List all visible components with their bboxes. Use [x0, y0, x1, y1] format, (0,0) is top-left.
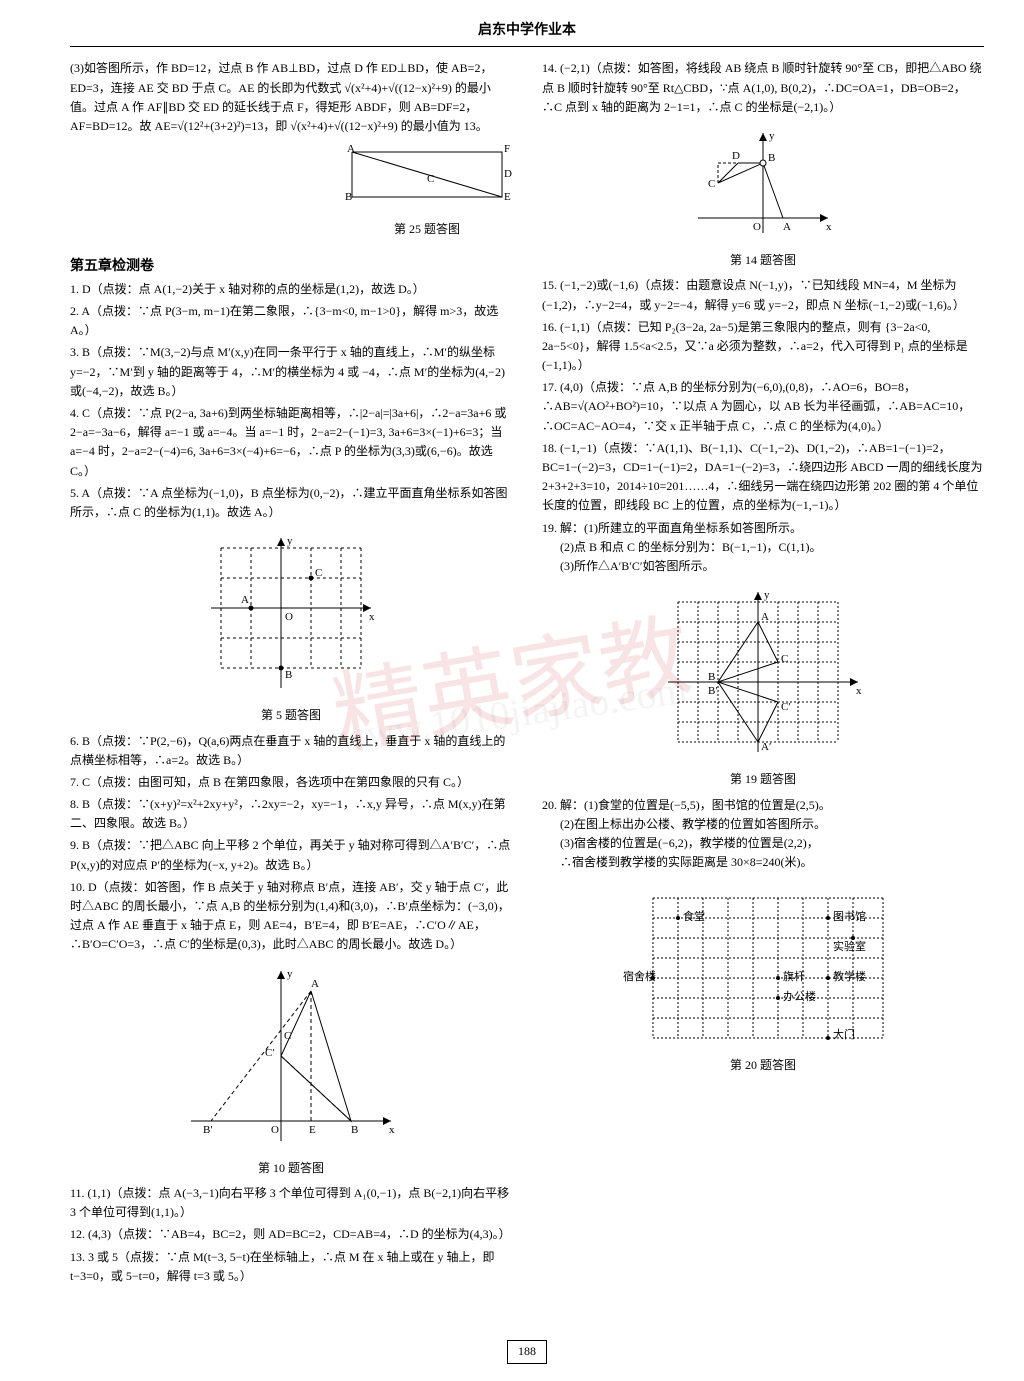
svg-text:y: y [764, 589, 770, 601]
svg-text:实验室: 实验室 [833, 939, 866, 953]
svg-text:E: E [504, 191, 511, 203]
q25-continuation: (3)如答图所示，作 BD=12，过点 B 作 AB⊥BD，过点 D 作 ED⊥… [70, 59, 512, 247]
svg-text:y: y [287, 968, 293, 980]
page-title: 启东中学作业本 [70, 20, 984, 47]
q16: 16. (−1,1)（点拨：已知 P₂(3−2a, 2a−5)是第三象限内的整点… [542, 318, 984, 376]
svg-text:F: F [504, 143, 510, 155]
fig10: x y O A B B′ E C′ C [70, 961, 512, 1157]
q8: 8. B（点拨：∵(x+y)²=x²+2xy+y²，∴2xy=−2，xy=−1，… [70, 795, 512, 833]
svg-text:x: x [389, 1124, 395, 1136]
svg-text:x: x [856, 685, 862, 697]
fig20: 食堂 图书馆 实验室 旗杆 教学楼 办公楼 宿舍楼 大门 [542, 878, 984, 1054]
fig14-caption: 第 14 题答图 [542, 251, 984, 270]
q13: 13. 3 或 5（点拨：∵点 M(t−3, 5−t)在坐标轴上，∴点 M 在 … [70, 1248, 512, 1286]
q6: 6. B（点拨：∵P(2,−6)，Q(a,6)两点在垂直于 x 轴的直线上，垂直… [70, 732, 512, 770]
fig10-caption: 第 10 题答图 [70, 1159, 512, 1178]
fig19-caption: 第 19 题答图 [542, 770, 984, 789]
svg-text:B: B [708, 671, 715, 683]
q18: 18. (−1,−1)（点拨：∵A(1,1)、B(−1,1)、C(−1,−2)、… [542, 439, 984, 516]
svg-text:O: O [753, 221, 761, 233]
q17: 17. (4,0)（点拨：∵点 A,B 的坐标分别为(−6,0),(0,8)，∴… [542, 378, 984, 436]
q20-3: (3)宿舍楼的位置是(−6,2)，教学楼的位置是(2,2)， [542, 834, 984, 853]
svg-text:A: A [783, 221, 791, 233]
q20-4: ∴宿舍楼到教学楼的实际距离是 30×8=240(米)。 [542, 853, 984, 872]
svg-text:E: E [309, 1124, 316, 1136]
svg-text:x: x [369, 611, 375, 623]
q15: 15. (−1,−2)或(−1,6)（点拨：由题意设点 N(−1,y)，∵已知线… [542, 276, 984, 314]
svg-text:y: y [769, 130, 775, 142]
fig20-caption: 第 20 题答图 [542, 1056, 984, 1075]
q2: 2. A（点拨：∵点 P(3−m, m−1)在第二象限，∴{3−m<0, m−1… [70, 302, 512, 340]
svg-text:B′: B′ [708, 685, 718, 697]
q9: 9. B（点拨：∵把△ABC 向上平移 2 个单位，再关于 y 轴对称可得到△A… [70, 836, 512, 874]
q20: 20. 解：(1)食堂的位置是(−5,5)，图书馆的位置是(2,5)。 (2)在… [542, 796, 984, 873]
fig5-caption: 第 5 题答图 [70, 706, 512, 725]
fig25: A F D E B C 第 25 题答图 [342, 142, 512, 245]
svg-text:B: B [345, 191, 352, 203]
svg-text:A: A [241, 594, 249, 606]
q20-1: 20. 解：(1)食堂的位置是(−5,5)，图书馆的位置是(2,5)。 [542, 796, 984, 815]
q3: 3. B（点拨：∵M(3,−2)与点 M′(x,y)在同一条平行于 x 轴的直线… [70, 343, 512, 401]
svg-text:食堂: 食堂 [683, 909, 705, 923]
svg-text:y: y [287, 535, 293, 547]
chapter5-title: 第五章检测卷 [70, 254, 512, 276]
svg-text:B′: B′ [203, 1124, 213, 1136]
svg-text:A: A [311, 978, 319, 990]
q19-3: (3)所作△A′B′C′如答图所示。 [542, 557, 984, 576]
svg-text:C′: C′ [781, 701, 791, 713]
svg-text:B: B [351, 1124, 358, 1136]
q5: 5. A（点拨：∵A 点坐标为(−1,0)，B 点坐标为(0,−2)，∴建立平面… [70, 484, 512, 522]
svg-text:O: O [285, 611, 293, 623]
svg-text:大门: 大门 [833, 1027, 855, 1041]
q14: 14. (−2,1)（点拨：如答图，将线段 AB 绕点 B 顺时针旋转 90°至… [542, 59, 984, 117]
svg-text:C: C [781, 653, 788, 665]
q1: 1. D（点拨：点 A(1,−2)关于 x 轴对称的点的坐标是(1,2)，故选 … [70, 280, 512, 299]
q7: 7. C（点拨：由图可知，点 B 在第四象限，各选项中在第四象限的只有 C。） [70, 773, 512, 792]
page-number: 188 [70, 1340, 984, 1363]
svg-text:D: D [732, 150, 740, 162]
svg-text:C: C [708, 178, 715, 190]
svg-text:宿舍楼: 宿舍楼 [623, 969, 656, 983]
q12: 12. (4,3)（点拨：∵AB=4，BC=2，则 AD=BC=2，CD=AB=… [70, 1225, 512, 1244]
q20-2: (2)在图上标出办公楼、教学楼的位置如答图所示。 [542, 815, 984, 834]
q11: 11. (1,1)（点拨：点 A(−3,−1)向右平移 3 个单位可得到 A₁(… [70, 1184, 512, 1222]
fig19: x y A B C A′ B′ C′ [542, 582, 984, 768]
svg-text:B: B [768, 152, 775, 164]
svg-text:C: C [315, 567, 322, 579]
svg-text:D: D [504, 168, 512, 180]
page-number-value: 188 [507, 1340, 547, 1363]
fig5: A B C O x y [70, 528, 512, 704]
svg-text:旗杆: 旗杆 [783, 969, 805, 983]
fig25-caption: 第 25 题答图 [342, 220, 512, 239]
svg-text:A: A [347, 143, 355, 155]
svg-text:A: A [761, 611, 769, 623]
svg-text:C: C [284, 1030, 291, 1042]
svg-text:C: C [427, 173, 434, 185]
svg-text:C′: C′ [265, 1047, 275, 1059]
svg-text:B: B [285, 669, 292, 681]
q19-2: (2)点 B 和点 C 的坐标分别为：B(−1,−1)，C(1,1)。 [542, 538, 984, 557]
q19: 19. 解：(1)所建立的平面直角坐标系如答图所示。 (2)点 B 和点 C 的… [542, 519, 984, 577]
q10: 10. D（点拨：如答图，作 B 点关于 y 轴对称点 B′点，连接 AB′，交… [70, 878, 512, 955]
svg-text:办公楼: 办公楼 [783, 989, 816, 1003]
svg-text:x: x [826, 221, 832, 233]
q4: 4. C（点拨：∵点 P(2−a, 3a+6)到两坐标轴距离相等，∴|2−a|=… [70, 404, 512, 481]
svg-text:图书馆: 图书馆 [833, 909, 866, 923]
svg-text:O: O [271, 1124, 279, 1136]
svg-text:教学楼: 教学楼 [833, 969, 866, 983]
q19-1: 19. 解：(1)所建立的平面直角坐标系如答图所示。 [542, 519, 984, 538]
fig14: x y O A B C D [542, 123, 984, 249]
svg-text:A′: A′ [761, 741, 771, 753]
q25-text: (3)如答图所示，作 BD=12，过点 B 作 AB⊥BD，过点 D 作 ED⊥… [70, 61, 492, 133]
